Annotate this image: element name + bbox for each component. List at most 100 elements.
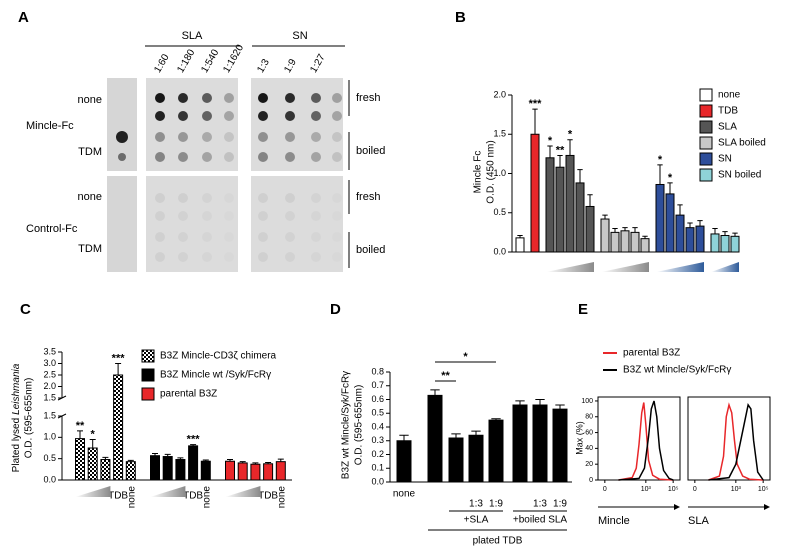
significance: *** (529, 98, 543, 110)
error-bar (602, 214, 608, 220)
legend-swatch (141, 368, 155, 382)
blot-dot (224, 132, 234, 142)
y-axis-label: Mincle Fc (473, 151, 484, 194)
blot-dot (332, 211, 342, 221)
bar (275, 461, 286, 481)
y-axis-label: Max (%) (574, 421, 584, 455)
x-tick-label: TDB (258, 491, 278, 502)
blot-dot (311, 152, 321, 162)
y-tick-label: 0.0 (493, 246, 506, 256)
bar (427, 394, 443, 483)
error-bar (515, 400, 525, 405)
y-tick-label: 1.0 (493, 168, 506, 178)
histogram-line (708, 403, 764, 481)
significance: ** (76, 420, 85, 432)
blot-dot (155, 93, 165, 103)
legend-swatch (699, 120, 713, 134)
bar (665, 193, 675, 253)
x-tick-label: 0 (693, 486, 697, 493)
blot-divider (100, 171, 350, 176)
x-tick-label: 1:3 (533, 499, 547, 510)
blot-dot (332, 132, 342, 142)
x-tick-label: none (393, 489, 416, 500)
legend-label: parental B3Z (160, 389, 217, 400)
bar (200, 460, 211, 481)
legend-swatch (699, 136, 713, 150)
bar (610, 231, 620, 253)
blot-dot (224, 111, 234, 121)
blot-dot (285, 152, 295, 162)
arrow-head (764, 504, 770, 510)
y-tick-label: 2.0 (493, 89, 506, 99)
y-tick-label: 0.0 (371, 476, 384, 486)
blot-dot (155, 152, 165, 162)
blot-dot (332, 193, 342, 203)
error-bar (642, 235, 648, 239)
blot-dot (155, 232, 165, 242)
bar (620, 230, 630, 253)
bar (545, 157, 555, 253)
x-axis-label: Mincle (598, 515, 630, 527)
panel-letter: C (20, 301, 31, 318)
blot-dot (202, 132, 212, 142)
y-tick-label: 20 (585, 461, 593, 468)
error-bar (177, 457, 184, 460)
error-bar (430, 389, 440, 396)
error-bar (77, 430, 83, 439)
error-bar (587, 194, 593, 207)
error-bar (265, 462, 272, 464)
x-tick-label: TDB (108, 491, 128, 502)
bar (585, 205, 595, 253)
error-bar (517, 235, 523, 238)
y-tick-label: 0.5 (371, 408, 384, 418)
dilution-ramp (546, 262, 594, 272)
blot-dot (258, 211, 268, 221)
y-tick-label: 0.5 (43, 453, 56, 463)
bar (730, 235, 740, 253)
legend-label: SLA boiled (718, 138, 766, 149)
bar (710, 233, 720, 253)
error-bar (632, 227, 638, 233)
group-label: plated TDB (473, 536, 523, 547)
y-axis-label: Plated lysed Leishmania (11, 363, 22, 472)
blot-dot (311, 252, 321, 262)
error-bar (471, 430, 481, 436)
bar (263, 463, 274, 481)
blot-dot (224, 93, 234, 103)
y-tick-label: 2.0 (43, 381, 56, 391)
blot-dot (311, 93, 321, 103)
y-tick-label: 0.1 (371, 463, 384, 473)
legend-label: B3Z Mincle-CD3ζ chimera (160, 351, 277, 362)
dilution-label: 1:1620 (221, 42, 246, 74)
x-axis-label: SLA (688, 515, 709, 527)
bar (515, 237, 525, 253)
error-bar (712, 227, 718, 234)
y-tick-label: 1.5 (43, 410, 56, 420)
error-bar (164, 453, 171, 457)
error-bar (722, 231, 728, 236)
x-tick-label: 10⁵ (758, 486, 769, 493)
bar (396, 440, 412, 483)
error-bar (677, 204, 683, 216)
dilution-label: 1:27 (308, 52, 327, 75)
y-tick-label: 40 (585, 445, 593, 452)
y-tick-label: 0.3 (371, 435, 384, 445)
blot-dot (285, 111, 295, 121)
y-tick-label: 3.5 (43, 346, 56, 356)
blot-dot (258, 252, 268, 262)
blot-dot (311, 111, 321, 121)
y-tick-label: 80 (585, 414, 593, 421)
bar (250, 463, 261, 481)
error-bar (252, 462, 259, 465)
blot-dot (178, 232, 188, 242)
error-bar (152, 453, 158, 456)
error-bar (697, 220, 703, 227)
blot-dot (258, 111, 268, 121)
x-tick-label: none (276, 486, 287, 509)
dilution-label: 1:60 (152, 52, 171, 75)
x-tick-label: 10³ (731, 486, 742, 493)
condition-label: boiled (356, 145, 385, 157)
y-axis-label-italic: Leishmania (11, 363, 22, 415)
error-bar (577, 169, 583, 183)
